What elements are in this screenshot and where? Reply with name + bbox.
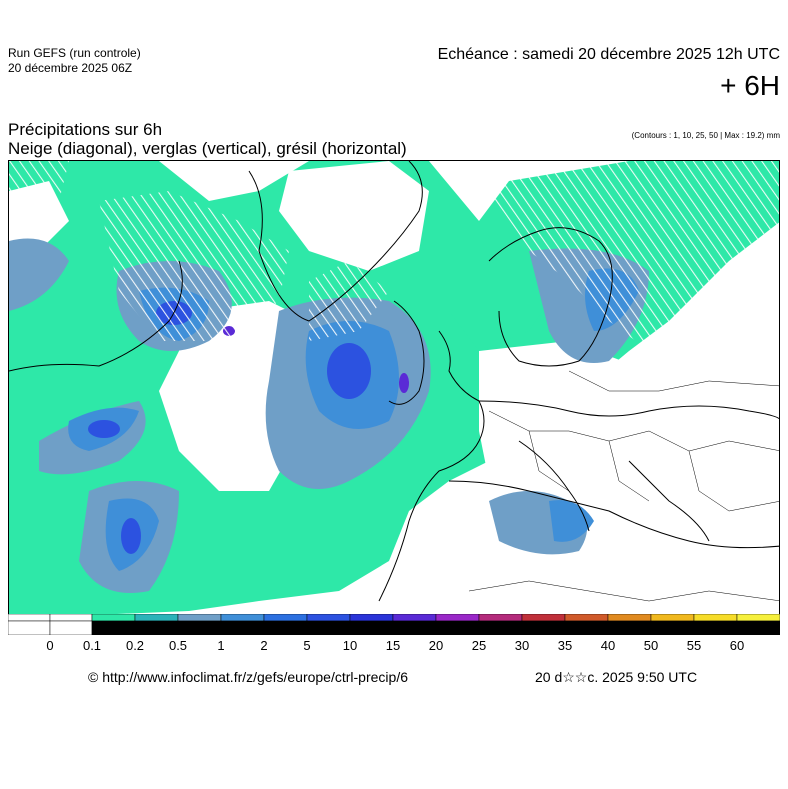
scale-swatch-base [349,620,394,635]
scale-swatch-base [478,620,523,635]
scale-swatch [392,614,437,622]
map-title: Précipitations sur 6h [8,120,163,139]
scale-label: 40 [600,638,616,653]
scale-swatch [607,614,652,622]
scale-swatch [91,614,136,622]
scale-swatch-base [607,620,652,635]
snow-hatching [9,161,779,351]
scale-swatch [521,614,566,622]
scale-label: 55 [686,638,702,653]
scale-swatch [736,614,780,622]
source-url[interactable]: © http://www.infoclimat.fr/z/gefs/europe… [88,669,408,685]
scale-swatch-base [8,620,51,635]
scale-swatch [49,614,93,622]
precip-color-scale [8,614,780,635]
country-borders [468,370,779,602]
scale-swatch-base [435,620,480,635]
scale-label: 15 [385,638,401,653]
scale-swatch-base [263,620,308,635]
scale-swatch [8,614,51,622]
scale-swatch [693,614,738,622]
scale-swatch-base [521,620,566,635]
forecast-valid-time: Echéance : samedi 20 décembre 2025 12h U… [437,46,780,63]
scale-swatch [263,614,308,622]
map-subtitle: Neige (diagonal), verglas (vertical), gr… [8,139,407,158]
scale-swatch [478,614,523,622]
scale-swatch [134,614,179,622]
scale-swatch-base [91,620,136,635]
scale-swatch-base [693,620,738,635]
precipitation-map [8,160,780,615]
scale-label: 0.1 [82,638,102,653]
run-label: Run GEFS (run controle) [8,46,141,60]
scale-label: 50 [643,638,659,653]
generated-time: 20 d☆☆c. 2025 9:50 UTC [535,669,698,685]
scale-label: 0 [46,638,54,653]
lead-time: + 6H [720,70,780,101]
scale-swatch-base [306,620,351,635]
scale-swatch [650,614,695,622]
scale-label: 35 [557,638,573,653]
scale-label: 60 [729,638,745,653]
scale-label: 10 [342,638,358,653]
scale-swatch-base [650,620,695,635]
scale-labels: 0 0.1 0.2 0.5 1 2 5 10 15 20 25 30 35 40 50 55 60 [0,638,788,656]
scale-label: 30 [514,638,530,653]
scale-label: 20 [428,638,444,653]
scale-swatch-base [134,620,179,635]
scale-label: 0.2 [125,638,145,653]
scale-swatch [349,614,394,622]
scale-swatch-base [49,620,93,635]
scale-swatch-base [177,620,222,635]
scale-swatch-base [736,620,780,635]
contours-note: (Contours : 1, 10, 25, 50 | Max : 19.2) … [631,131,780,140]
scale-swatch [220,614,265,622]
scale-label: 0.5 [168,638,188,653]
coastlines [9,161,779,602]
scale-swatch-base [220,620,265,635]
scale-label: 1 [217,638,225,653]
scale-swatch [564,614,609,622]
run-date: 20 décembre 2025 06Z [8,61,133,75]
scale-label: 5 [303,638,311,653]
scale-swatch-base [392,620,437,635]
scale-swatch [177,614,222,622]
scale-swatch [306,614,351,622]
scale-swatch [435,614,480,622]
scale-label: 2 [260,638,268,653]
map-canvas [9,161,779,614]
scale-label: 25 [471,638,487,653]
scale-swatch-base [564,620,609,635]
